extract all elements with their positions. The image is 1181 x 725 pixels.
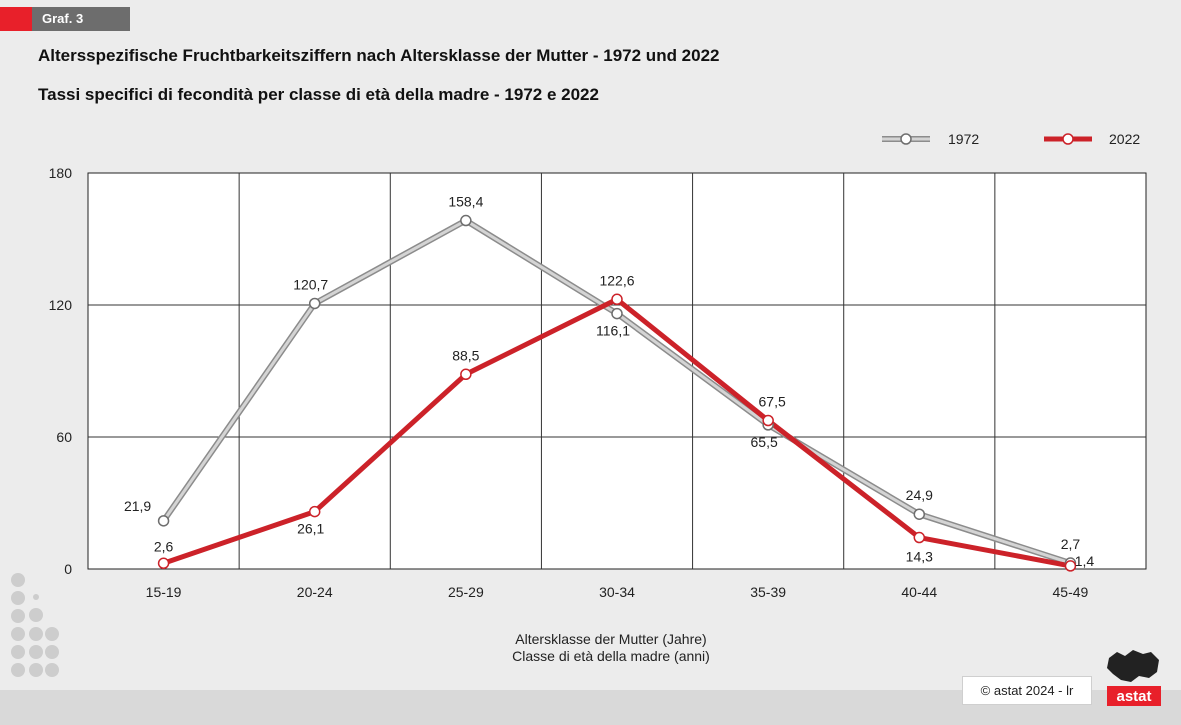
data-point-1972: [157, 515, 170, 527]
astat-logo: astat: [1107, 650, 1161, 706]
chart-title-german: Altersspezifische Fruchtbarkeitsziffern …: [38, 46, 720, 65]
y-tick-label: 120: [49, 297, 73, 313]
data-point-1972: [913, 508, 926, 520]
data-label-1972: 116,1: [596, 323, 630, 339]
decorative-dot: [45, 663, 59, 677]
x-axis-title-line: Altersklasse der Mutter (Jahre): [515, 631, 706, 647]
decorative-dot: [45, 645, 59, 659]
series-group: [157, 214, 1077, 572]
data-labels: 21,9 120,7 158,4 116,1 65,5 24,9 2,7 2,6 26,1 88,…: [124, 194, 1094, 569]
decorative-dot: [11, 609, 25, 623]
y-tick-label: 60: [56, 429, 72, 445]
legend-marker-1972: [900, 133, 912, 145]
y-tick-label: 0: [64, 561, 72, 577]
decorative-dot: [11, 573, 25, 587]
data-label-1972: 65,5: [751, 434, 778, 450]
x-axis-title: Altersklasse der Mutter (Jahre)Classe di…: [512, 631, 710, 664]
copyright-notice: © astat 2024 - lr: [962, 676, 1092, 705]
data-point-2022: [611, 293, 623, 306]
decorative-dot: [11, 591, 25, 605]
data-point-2022: [913, 531, 926, 544]
astat-logo-text: astat: [1116, 688, 1151, 705]
badge-red-block: [0, 7, 32, 31]
data-point-2022: [1064, 560, 1077, 572]
data-label-2022: 67,5: [759, 394, 786, 410]
chart-legend: 1972 2022: [882, 131, 1140, 147]
x-tick-label: 45-49: [1053, 584, 1089, 600]
decorative-dot: [29, 645, 43, 659]
decorative-dot: [29, 663, 43, 677]
data-label-2022: 1,4: [1075, 553, 1095, 569]
plot-area: [87, 172, 1147, 570]
decorative-dot: [11, 663, 25, 677]
data-label-1972: 21,9: [124, 498, 151, 514]
decorative-dot: [29, 627, 43, 641]
decorative-dot: [33, 594, 39, 600]
x-tick-label: 35-39: [750, 584, 786, 600]
y-axis-ticks: 0 60 120 180: [49, 165, 73, 577]
data-point-2022: [157, 557, 170, 570]
decorative-dot: [29, 608, 43, 622]
data-point-1972: [460, 214, 472, 227]
x-tick-label: 15-19: [146, 584, 182, 600]
data-label-2022: 14,3: [906, 549, 933, 565]
data-point-2022: [460, 368, 472, 381]
data-label-1972: 24,9: [906, 487, 933, 503]
decorative-dot: [11, 645, 25, 659]
legend-label-1972: 1972: [948, 131, 979, 147]
data-label-1972: 158,4: [448, 194, 483, 210]
x-tick-label: 20-24: [297, 584, 333, 600]
data-point-1972: [611, 307, 623, 320]
x-tick-label: 40-44: [901, 584, 937, 600]
data-point-2022: [308, 505, 321, 518]
x-axis-title-line: Classe di età della madre (anni): [512, 648, 710, 664]
data-label-1972: 2,7: [1061, 536, 1081, 552]
data-point-2022: [762, 414, 774, 427]
x-tick-label: 25-29: [448, 584, 484, 600]
data-point-1972: [308, 297, 321, 310]
legend-label-2022: 2022: [1109, 131, 1140, 147]
decorative-dot: [45, 627, 59, 641]
badge-label: Graf. 3: [32, 7, 130, 31]
chart-title-italian: Tassi specifici di fecondità per classe …: [38, 85, 599, 104]
decorative-dot: [11, 627, 25, 641]
data-label-2022: 88,5: [452, 347, 479, 363]
legend-marker-2022: [1062, 133, 1074, 145]
data-label-2022: 122,6: [599, 272, 634, 288]
x-tick-label: 30-34: [599, 584, 635, 600]
x-axis-ticks: 15-19 20-24 25-29 30-34 35-39 40-44 45-49: [146, 584, 1089, 600]
line-chart: 1972 2022 0 60 120 180 15-19 20-24 25-29 30-34 3…: [11, 131, 1147, 677]
figure-badge: Graf. 3: [0, 7, 130, 31]
data-label-2022: 26,1: [297, 521, 324, 537]
data-label-2022: 2,6: [154, 538, 174, 554]
data-label-1972: 120,7: [293, 276, 328, 292]
y-tick-label: 180: [49, 165, 73, 181]
